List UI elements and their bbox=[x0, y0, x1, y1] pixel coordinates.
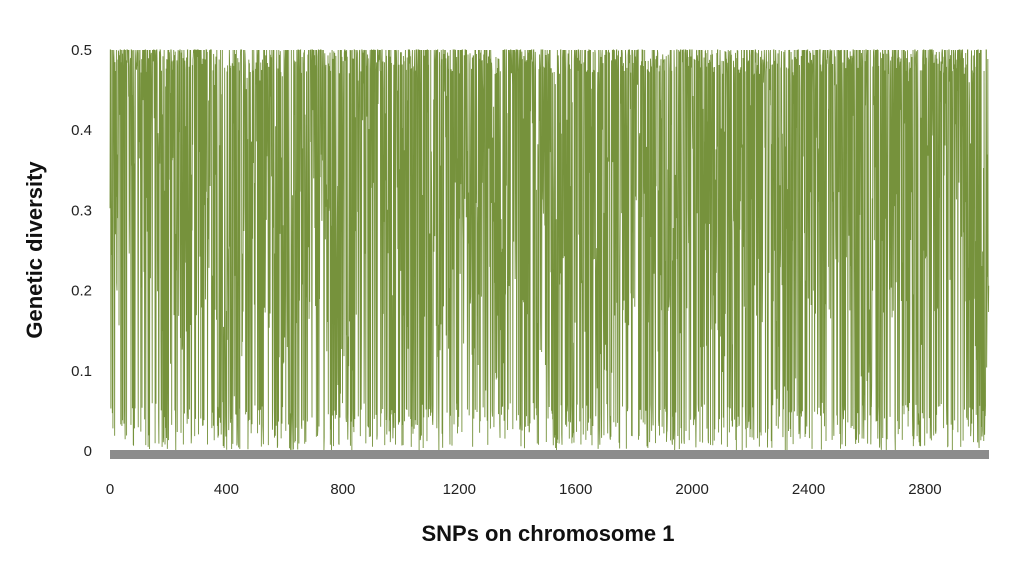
x-tick-label: 1600 bbox=[559, 481, 592, 498]
y-tick-label: 0.1 bbox=[71, 363, 92, 380]
x-tick-label: 2800 bbox=[908, 481, 941, 498]
y-tick-label: 0.3 bbox=[71, 202, 92, 219]
x-tick-label: 2000 bbox=[675, 481, 708, 498]
y-axis-label: Genetic diversity bbox=[22, 161, 47, 339]
x-tick-label: 400 bbox=[214, 481, 239, 498]
y-tick-label: 0.2 bbox=[71, 283, 92, 300]
series-line bbox=[109, 48, 990, 451]
series-genetic-diversity bbox=[109, 48, 990, 451]
x-axis-ticks: 0 400 800 1200 1600 2000 2400 2800 bbox=[106, 481, 942, 498]
y-tick-label: 0.4 bbox=[71, 122, 92, 139]
y-tick-label: 0 bbox=[84, 443, 92, 460]
x-tick-label: 2400 bbox=[792, 481, 825, 498]
x-axis-line bbox=[110, 450, 989, 459]
x-tick-label: 800 bbox=[330, 481, 355, 498]
y-tick-label: 0.5 bbox=[71, 42, 92, 59]
x-tick-label: 1200 bbox=[443, 481, 476, 498]
x-tick-label: 0 bbox=[106, 481, 114, 498]
y-axis-ticks: 0 0.1 0.2 0.3 0.4 0.5 bbox=[71, 42, 92, 460]
x-axis-label: SNPs on chromosome 1 bbox=[421, 521, 674, 546]
